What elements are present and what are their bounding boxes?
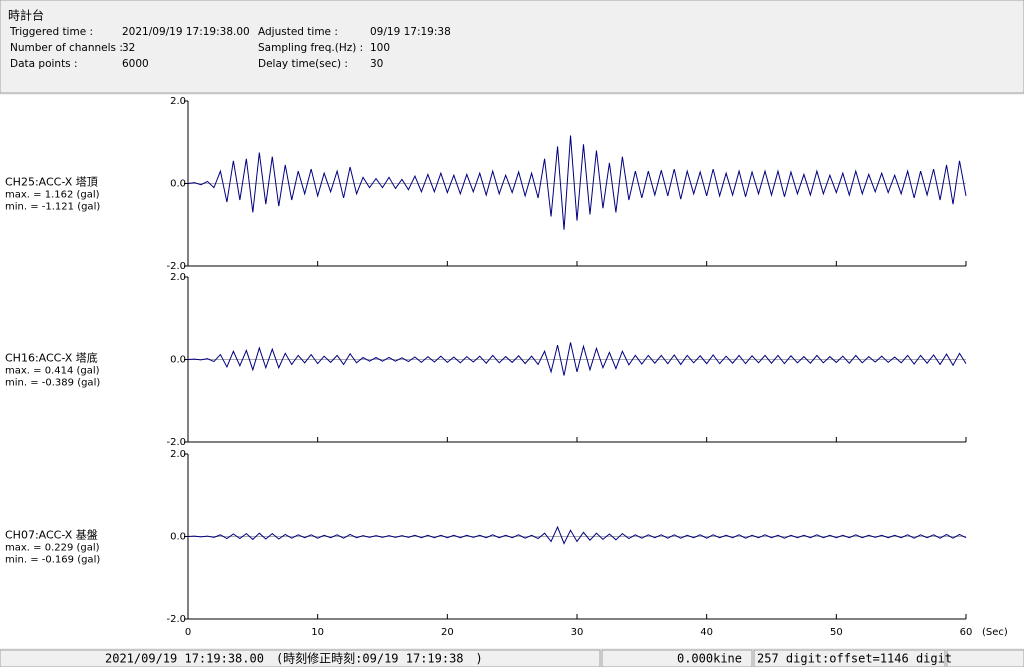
x-tick-label: 60 [960, 627, 973, 638]
x-tick-label: 40 [700, 627, 713, 638]
channel-info: CH16:ACC-X 塔底 [5, 351, 98, 365]
status-time: 2021/09/19 17:19:38.00 (時刻修正時刻:09/19 17:… [105, 651, 483, 666]
waveform [187, 342, 967, 376]
channel-info: CH07:ACC-X 基盤 [5, 529, 98, 542]
x-tick-label: 30 [571, 627, 584, 638]
field-label: Adjusted time : [258, 26, 338, 38]
field-label: Number of channels : [10, 42, 123, 54]
field-value: 100 [370, 42, 390, 54]
y-tick-label: 0.0 [170, 179, 186, 190]
y-tick-label: 0.0 [170, 532, 186, 543]
field-value: 30 [370, 58, 383, 70]
x-tick-label: 50 [830, 627, 843, 638]
y-tick-label: 0.0 [170, 355, 186, 366]
channel-info: max. = 0.229 (gal) [5, 543, 100, 554]
status-digit: 257 digit:offset=1146 digit [757, 652, 952, 666]
field-label: Sampling freq.(Hz) : [258, 42, 363, 54]
x-tick-label: 0 [185, 627, 191, 638]
header: 時計台 Triggered time : 2021/09/19 17:19:38.… [8, 8, 451, 71]
x-tick-label: 10 [311, 627, 324, 638]
field-value: 2021/09/19 17:19:38.00 [122, 26, 250, 38]
y-tick-label: 2.0 [170, 449, 186, 460]
channel-info: min. = -1.121 (gal) [5, 202, 100, 213]
field-value: 32 [122, 42, 135, 54]
channel-info: max. = 0.414 (gal) [5, 366, 100, 377]
channel-info: min. = -0.389 (gal) [5, 378, 100, 389]
status-velocity: 0.000kine [677, 652, 742, 666]
y-tick-label: -2.0 [166, 261, 186, 272]
y-tick-label: -2.0 [166, 437, 186, 448]
plot-panel [0, 95, 1024, 648]
status-cell [946, 649, 1024, 667]
header-panel [0, 0, 1024, 94]
x-tick-label: 20 [441, 627, 454, 638]
y-tick-label: 2.0 [170, 96, 186, 107]
waveform [187, 135, 967, 230]
status-bar: 2021/09/19 17:19:38.00 (時刻修正時刻:09/19 17:… [0, 649, 1024, 667]
status-cell [0, 649, 601, 667]
channel-info: min. = -0.169 (gal) [5, 555, 100, 566]
field-label: Triggered time : [9, 26, 93, 38]
status-cell [601, 649, 753, 667]
y-tick-label: -2.0 [166, 614, 186, 625]
channel-info: max. = 1.162 (gal) [5, 190, 100, 201]
field-value: 6000 [122, 58, 149, 70]
header-title: 時計台 [8, 8, 44, 23]
field-label: Data points : [10, 58, 78, 70]
field-value: 09/19 17:19:38 [370, 26, 451, 38]
y-tick-label: 2.0 [170, 272, 186, 283]
x-axis-label: (Sec) [982, 627, 1008, 638]
channel-info: CH25:ACC-X 塔頂 [5, 176, 98, 189]
status-cell [753, 649, 946, 667]
waveform [187, 525, 967, 545]
field-label: Delay time(sec) : [258, 58, 348, 70]
